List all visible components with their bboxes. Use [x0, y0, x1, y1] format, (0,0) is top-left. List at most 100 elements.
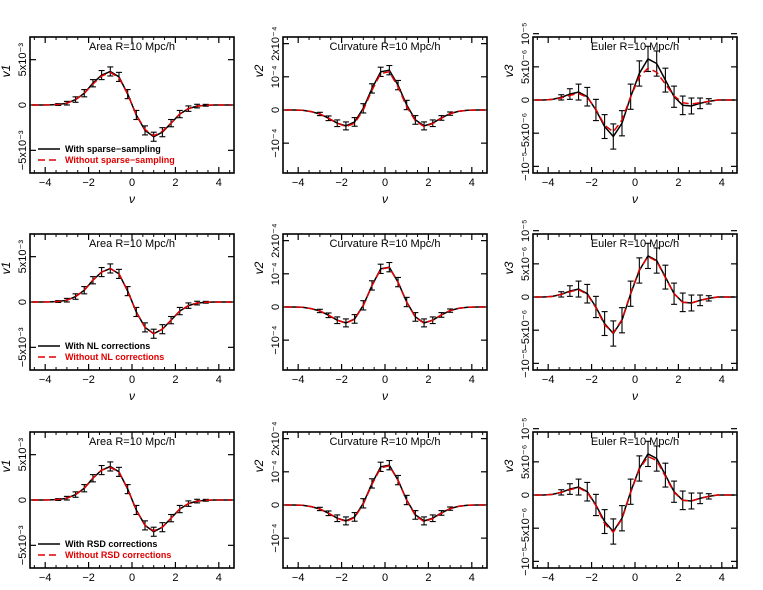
- x-tick-label: −4: [292, 374, 305, 386]
- legend-label: Without sparse−sampling: [65, 155, 175, 165]
- plot-frame: [282, 36, 488, 174]
- x-tick-label: 4: [719, 572, 725, 584]
- y-tick-label: −5x10⁻⁶: [520, 310, 532, 351]
- x-axis-label: ν: [382, 192, 388, 206]
- x-tick-label: 2: [675, 177, 681, 189]
- series-line-dashed: [535, 455, 735, 534]
- x-tick-label: −2: [585, 572, 598, 584]
- x-axis-label: ν: [382, 587, 388, 590]
- y-tick-label: 10⁻⁵: [520, 219, 532, 242]
- x-tick-label: −2: [585, 177, 598, 189]
- y-tick-label: −10⁻⁵: [520, 547, 532, 576]
- x-tick-label: 4: [216, 177, 222, 189]
- panel-row3-euler: −4 −2 0 2 4 10⁻⁵ 5x10⁻⁶ 0 −5x10⁻⁶−10⁻⁵ Euler R=10…: [502, 417, 738, 590]
- y-tick-label: 0: [520, 294, 532, 300]
- y-tick-label: 0: [17, 299, 29, 305]
- y-tick-label: −5x10⁻³: [17, 130, 29, 170]
- y-tick-label: 5x10⁻³: [17, 43, 29, 77]
- y-axis-label: v2: [252, 261, 266, 274]
- legend-label: Without NL corrections: [65, 352, 164, 362]
- series-line-dashed: [32, 267, 232, 335]
- series-line-dashed: [535, 67, 735, 133]
- y-tick-label: −10⁻⁴: [270, 128, 282, 157]
- x-tick-label: 0: [632, 177, 638, 189]
- series-line-solid: [32, 70, 232, 138]
- x-tick-label: −2: [82, 374, 95, 386]
- panel-row1-euler: −4 −2 0 2 4 10⁻⁵ 5x10⁻⁶ 0 −5x10⁻⁶−10⁻⁵ Euler R=10…: [502, 22, 738, 206]
- x-tick-label: 0: [129, 177, 135, 189]
- x-tick-label: −2: [335, 177, 348, 189]
- y-tick-label: 0: [17, 497, 29, 503]
- panel-title: Area R=10 Mpc/h: [89, 238, 175, 250]
- x-tick-label: −4: [292, 572, 305, 584]
- series-line-solid: [285, 464, 485, 522]
- series-line-solid: [535, 254, 735, 335]
- series-line-solid: [285, 69, 485, 127]
- y-tick-label: 10⁻⁵: [520, 22, 532, 45]
- plot-frame: [282, 233, 488, 371]
- x-tick-label: −2: [335, 572, 348, 584]
- y-tick-label: −10⁻⁴: [270, 325, 282, 354]
- y-tick-label: 5x10⁻⁶: [520, 247, 532, 281]
- y-tick-label: 0: [270, 304, 282, 310]
- panel-row3-curvature: −4 −2 0 2 4 2x10⁻⁴ 10⁻⁴ 0 −10⁻⁴ Curvature R=10 Mp…: [252, 421, 488, 590]
- x-tick-label: 2: [675, 572, 681, 584]
- y-tick-label: 5x10⁻³: [17, 438, 29, 472]
- panel-row1-area: −4 −2 0 2 4 5x10⁻³ 0 −5x10⁻³ Area R=10 Mpc/h ν v1 W…: [0, 36, 235, 206]
- x-tick-label: 2: [425, 374, 431, 386]
- x-tick-label: 0: [382, 177, 388, 189]
- panel-row3-area: −4 −2 0 2 4 5x10⁻³ 0 −5x10⁻³ Area R=10 Mpc/h ν v1 W…: [0, 431, 235, 590]
- y-axis-label: v1: [0, 460, 13, 473]
- x-tick-label: 4: [719, 374, 725, 386]
- y-axis-label: v1: [0, 65, 13, 78]
- plot-frame: [282, 431, 488, 569]
- y-tick-label: 5x10⁻⁶: [520, 50, 532, 84]
- y-tick-label: −5x10⁻³: [17, 525, 29, 565]
- panel-title: Euler R=10 Mpc/h: [591, 238, 679, 250]
- x-tick-label: 0: [382, 572, 388, 584]
- y-tick-label: −10⁻⁵: [520, 152, 532, 181]
- y-tick-label: −5x10⁻⁶: [520, 113, 532, 154]
- panel-title: Curvature R=10 Mpc/h: [330, 41, 441, 53]
- y-tick-label: 0: [520, 492, 532, 498]
- y-tick-label: 10⁻⁴: [270, 460, 282, 483]
- y-tick-label: 0: [520, 97, 532, 103]
- x-tick-label: 4: [216, 572, 222, 584]
- x-tick-label: −4: [39, 177, 52, 189]
- x-tick-label: −4: [542, 374, 555, 386]
- legend-label: With sparse−sampling: [65, 144, 161, 154]
- x-tick-label: −4: [542, 177, 555, 189]
- panel-row2-euler: −4 −2 0 2 4 10⁻⁵ 5x10⁻⁶ 0 −5x10⁻⁶−10⁻⁵ Euler R=10…: [502, 219, 738, 403]
- panel-title: Area R=10 Mpc/h: [89, 436, 175, 448]
- panel-title: Euler R=10 Mpc/h: [591, 41, 679, 53]
- panel-row1-curvature: −4 −2 0 2 4 2x10⁻⁴ 10⁻⁴ 0 −10⁻⁴ Curvature R=10 Mp…: [252, 26, 488, 206]
- series-line-solid: [32, 465, 232, 533]
- y-tick-label: 2x10⁻⁴: [270, 421, 282, 456]
- legend-label: Without RSD corrections: [65, 550, 171, 560]
- x-tick-label: 2: [675, 374, 681, 386]
- x-tick-label: 2: [425, 572, 431, 584]
- panel-title: Euler R=10 Mpc/h: [591, 436, 679, 448]
- x-tick-label: −2: [82, 572, 95, 584]
- x-tick-label: −2: [82, 177, 95, 189]
- x-tick-label: 0: [632, 572, 638, 584]
- y-tick-label: 10⁻⁴: [270, 65, 282, 88]
- x-tick-label: 4: [469, 177, 475, 189]
- y-tick-label: 0: [270, 107, 282, 113]
- y-axis-label: v2: [252, 64, 266, 77]
- y-tick-label: 5x10⁻⁶: [520, 445, 532, 479]
- x-axis-label: ν: [129, 587, 135, 590]
- legend-label: With NL corrections: [65, 341, 150, 351]
- x-tick-label: −4: [39, 572, 52, 584]
- x-tick-label: 2: [172, 374, 178, 386]
- x-tick-label: −4: [39, 374, 52, 386]
- series-line-dashed: [285, 464, 485, 523]
- panel-title: Curvature R=10 Mpc/h: [330, 436, 441, 448]
- x-tick-label: 2: [172, 572, 178, 584]
- x-tick-label: 4: [216, 374, 222, 386]
- x-tick-label: −4: [292, 177, 305, 189]
- x-axis-label: ν: [382, 389, 388, 403]
- series-line-dashed: [285, 70, 485, 128]
- y-axis-label: v2: [252, 459, 266, 472]
